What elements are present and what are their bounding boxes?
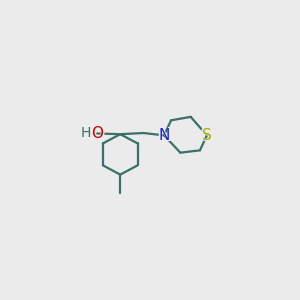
Text: S: S: [200, 126, 214, 145]
Text: S: S: [202, 128, 212, 143]
Text: O: O: [89, 124, 106, 143]
Text: N: N: [156, 126, 172, 145]
Text: O: O: [91, 126, 103, 141]
Text: N: N: [158, 128, 170, 143]
Text: H: H: [80, 127, 91, 140]
Text: H: H: [78, 124, 93, 142]
